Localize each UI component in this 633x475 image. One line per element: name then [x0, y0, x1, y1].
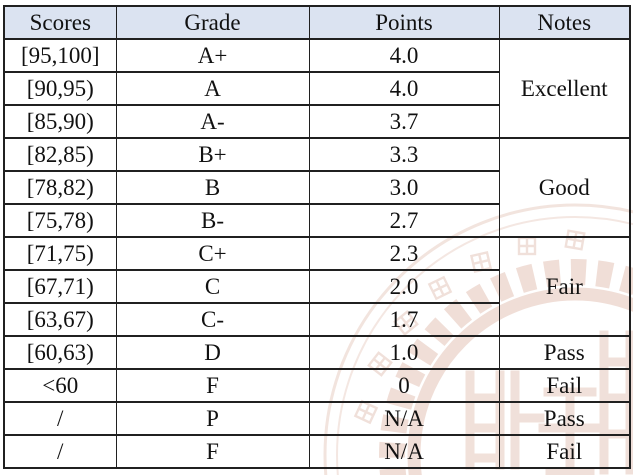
column-header-scores: Scores: [3, 5, 117, 40]
cell-scores: [75,78): [3, 203, 117, 238]
cell-note: Fair: [498, 236, 631, 337]
cell-scores: /: [3, 434, 117, 469]
table-row: [60,63) D 1.0 Pass: [3, 335, 631, 370]
cell-grade: A+: [115, 38, 310, 73]
cell-grade: B-: [115, 203, 310, 238]
cell-scores: [71,75): [3, 236, 117, 271]
table-row: [78,82) B 3.0: [3, 170, 630, 205]
cell-grade: A-: [115, 104, 310, 139]
cell-note: Fail: [498, 434, 631, 469]
cell-points: 3.0: [308, 170, 500, 205]
cell-scores: [60,63): [3, 335, 117, 370]
cell-note: Pass: [498, 335, 631, 370]
cell-scores: <60: [3, 368, 117, 403]
grade-conversion-table: Scores Grade Points Notes [95,100] A+ 4.…: [3, 5, 631, 469]
cell-note: Fail: [498, 368, 631, 403]
cell-note: Good: [498, 137, 631, 238]
cell-note: Pass: [498, 401, 631, 436]
cell-grade: F: [115, 434, 310, 469]
cell-grade: D: [115, 335, 310, 370]
cell-scores: [82,85): [3, 137, 117, 172]
cell-points: 3.3: [308, 137, 500, 172]
cell-scores: [78,82): [3, 170, 117, 205]
cell-points: 4.0: [308, 38, 500, 73]
cell-points: N/A: [308, 434, 500, 469]
cell-points: N/A: [308, 401, 500, 436]
cell-points: 2.7: [308, 203, 500, 238]
table-row: / P N/A Pass: [3, 401, 631, 436]
table-row: [95,100] A+ 4.0 Excellent: [3, 38, 631, 139]
cell-points: 2.3: [308, 236, 500, 271]
cell-grade: B: [115, 170, 310, 205]
cell-grade: C+: [115, 236, 310, 271]
cell-scores: [63,67): [3, 302, 117, 337]
cell-points: 1.7: [308, 302, 500, 337]
cell-points: 4.0: [308, 71, 500, 106]
cell-scores: [85,90): [3, 104, 117, 139]
cell-points: 2.0: [308, 269, 500, 304]
table-row: [82,85) B+ 3.3 Good: [3, 137, 631, 238]
cell-grade: F: [115, 368, 310, 403]
cell-grade: C-: [115, 302, 310, 337]
cell-scores: /: [3, 401, 117, 436]
table-row: [85,90) A- 3.7: [3, 104, 630, 139]
cell-points: 1.0: [308, 335, 500, 370]
cell-scores: [95,100]: [3, 38, 117, 73]
column-header-notes: Notes: [498, 5, 631, 40]
cell-scores: [90,95): [3, 71, 117, 106]
column-header-points: Points: [308, 5, 500, 40]
header-row: Scores Grade Points Notes: [3, 5, 631, 40]
cell-grade: C: [115, 269, 310, 304]
table-row: [90,95) A 4.0: [3, 71, 630, 106]
table-row: <60 F 0 Fail: [3, 368, 631, 403]
cell-scores: [67,71): [3, 269, 117, 304]
cell-note: Excellent: [498, 38, 631, 139]
cell-points: 3.7: [308, 104, 500, 139]
cell-points: 0: [308, 368, 500, 403]
table-row: / F N/A Fail: [3, 434, 631, 469]
column-header-grade: Grade: [115, 5, 310, 40]
table-row: [71,75) C+ 2.3 Fair: [3, 236, 631, 337]
cell-grade: A: [115, 71, 310, 106]
table-row: [75,78) B- 2.7: [3, 203, 630, 238]
cell-grade: B+: [115, 137, 310, 172]
cell-grade: P: [115, 401, 310, 436]
